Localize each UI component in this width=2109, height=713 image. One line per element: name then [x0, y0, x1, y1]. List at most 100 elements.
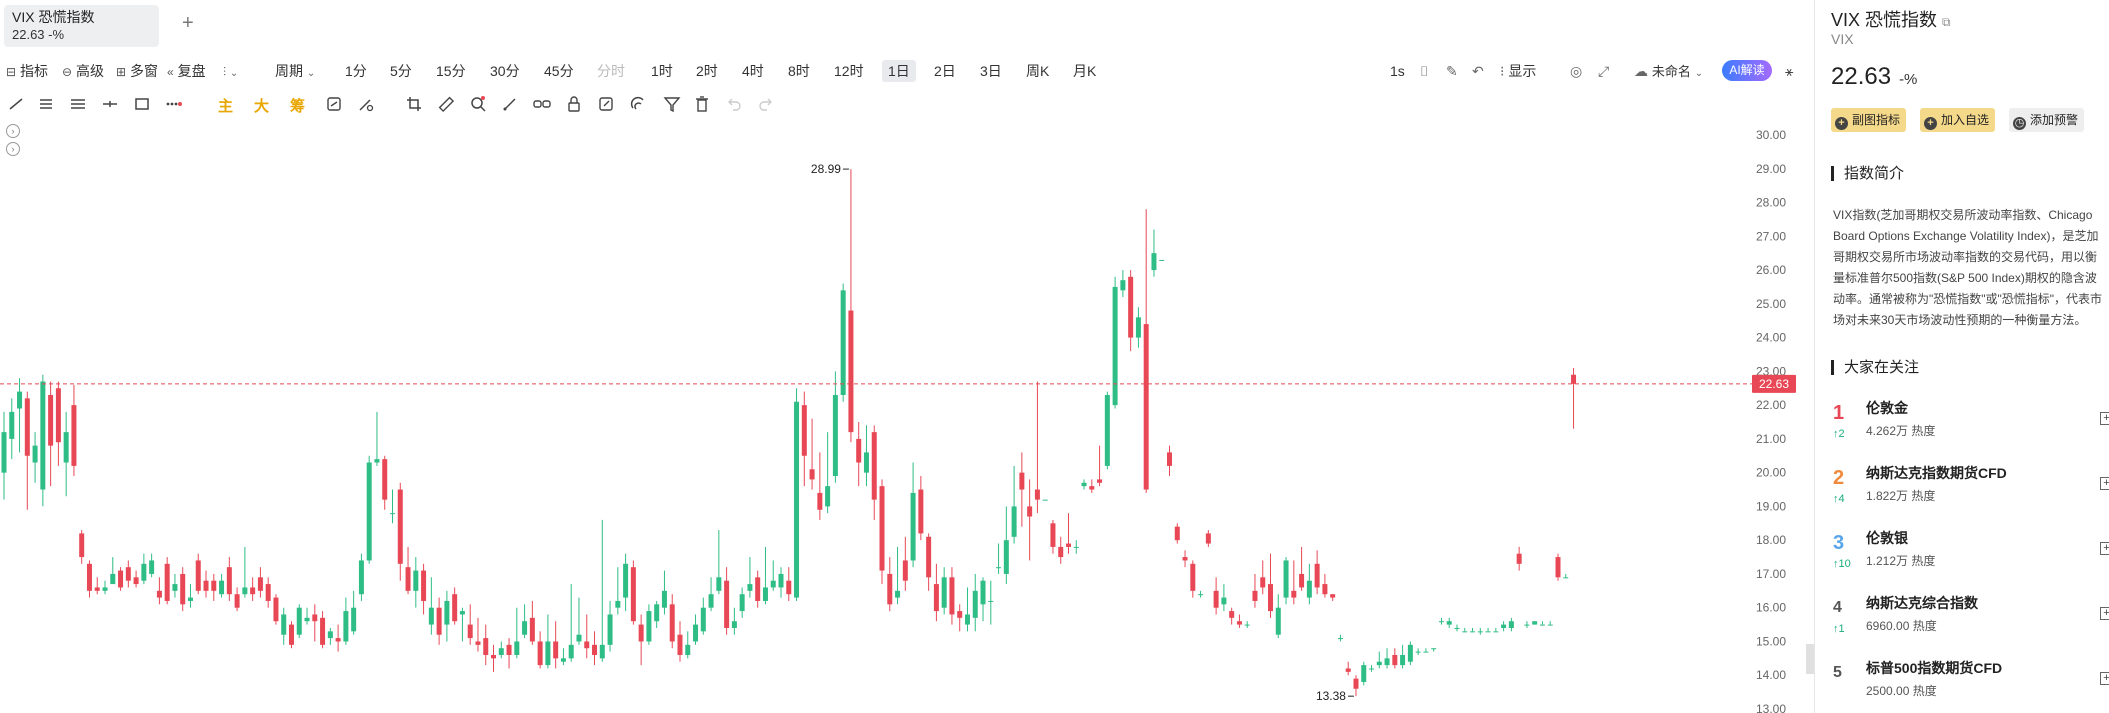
list-icon: ⁝	[1500, 63, 1505, 79]
settings-icon[interactable]: ◎	[1570, 63, 1583, 79]
advanced-button[interactable]: ⊖ 高级	[62, 62, 104, 81]
candle-body	[949, 577, 955, 615]
hot-item[interactable]: 4 ↑1 纳斯达克综合指数 6960.00 热度 +	[1833, 593, 2109, 653]
candle-body	[219, 580, 225, 595]
expand-left-icon[interactable]: ›	[6, 124, 20, 138]
refresh-interval[interactable]: 1s	[1390, 63, 1405, 79]
candle-body	[1159, 259, 1165, 261]
period-1d[interactable]: 1日	[882, 60, 916, 82]
fullscreen-icon[interactable]: ⤢	[1598, 63, 1610, 79]
ai-interpret-button[interactable]: AI解读	[1722, 60, 1772, 81]
eraser-icon[interactable]	[356, 94, 376, 114]
link-icon[interactable]	[532, 94, 552, 114]
period-1m[interactable]: 1分	[345, 63, 367, 79]
chart-svg[interactable]: 30.0029.0028.0027.0026.0025.0024.0023.00…	[0, 120, 1814, 713]
candle-body	[848, 310, 854, 433]
redo-icon[interactable]	[756, 94, 776, 114]
period-week[interactable]: 周K	[1026, 63, 1050, 79]
big-order-toggle[interactable]: 大	[254, 98, 270, 115]
candle-body	[1097, 479, 1103, 483]
brush-icon[interactable]	[500, 94, 520, 114]
period-3d[interactable]: 3日	[980, 63, 1002, 79]
edit-square-icon[interactable]	[596, 94, 616, 114]
candle-body	[48, 394, 54, 446]
copy-icon[interactable]: ⧉	[1942, 15, 1951, 29]
period-4h[interactable]: 4时	[742, 63, 764, 79]
y-tick-label: 22.00	[1756, 398, 1786, 412]
y-tick-label: 30.00	[1756, 128, 1786, 142]
add-icon[interactable]: +	[2100, 607, 2109, 620]
period-month[interactable]: 月K	[1073, 63, 1097, 79]
camera-icon[interactable]: ⌷	[1420, 63, 1429, 79]
period-timeline[interactable]: 分时	[597, 63, 625, 79]
add-icon[interactable]: +	[2100, 477, 2109, 490]
candle-body	[522, 621, 528, 635]
period-dropdown[interactable]: 周期 ⌄	[275, 62, 315, 83]
period-45m[interactable]: 45分	[544, 63, 574, 79]
period-1h[interactable]: 1时	[651, 63, 673, 79]
candlestick-chart[interactable]: 30.00 29.00 28.00 27.00 26.00 25.00 24.00 23.00…	[0, 120, 1814, 713]
main-indicator-toggle[interactable]: 主	[218, 98, 234, 115]
filter-icon[interactable]	[662, 94, 682, 114]
add-icon[interactable]: +	[2100, 542, 2109, 555]
panel-collapse-handle[interactable]	[1806, 644, 1814, 674]
crop-icon[interactable]	[404, 94, 424, 114]
indicator-button[interactable]: ⊟ 指标	[6, 62, 48, 81]
candle-body	[545, 641, 551, 666]
expand-left-icon-2[interactable]: ›	[6, 142, 20, 156]
rectangle-icon[interactable]	[132, 94, 152, 114]
magnet-search-icon[interactable]	[468, 94, 488, 114]
share-icon[interactable]: ⚹	[1785, 63, 1794, 79]
period-15m[interactable]: 15分	[436, 63, 466, 79]
period-2h[interactable]: 2时	[696, 63, 718, 79]
undo-icon[interactable]	[724, 94, 744, 114]
add-icon[interactable]: +	[2100, 672, 2109, 685]
dotted-line-icon[interactable]	[164, 94, 184, 114]
candle-body	[71, 405, 77, 466]
pencil-icon[interactable]: ✎	[1446, 63, 1458, 79]
period-5m[interactable]: 5分	[390, 63, 412, 79]
undo-draw-icon[interactable]: ↶	[1472, 63, 1484, 79]
replay-button[interactable]: « 复盘	[167, 62, 206, 81]
y-tick-label: 20.00	[1756, 466, 1786, 480]
parallel-lines-icon[interactable]	[36, 94, 56, 114]
hot-item[interactable]: 1 ↑2 伦敦金 4.262万 热度 +	[1833, 398, 2109, 458]
candle-body	[374, 459, 380, 463]
period-12h[interactable]: 12时	[834, 63, 864, 79]
hot-name: 纳斯达克综合指数	[1866, 595, 1978, 611]
add-alert-button[interactable]: ◷ 添加预警	[2009, 108, 2085, 132]
chart-type-button[interactable]: ⫶ ⌄	[223, 62, 238, 83]
trash-icon[interactable]	[692, 94, 712, 114]
layout-name: 未命名	[1651, 64, 1691, 79]
add-watchlist-button[interactable]: + 加入自选	[1920, 108, 1996, 132]
sync-icon[interactable]	[324, 94, 344, 114]
trend-line-icon[interactable]	[6, 94, 26, 114]
hot-item[interactable]: 3 ↑10 伦敦银 1.212万 热度 +	[1833, 528, 2109, 588]
layout-dropdown[interactable]: ☁ 未命名 ⌄	[1634, 62, 1703, 83]
hot-item[interactable]: 5 标普500指数期货CFD 2500.00 热度 +	[1833, 658, 2109, 713]
channel-icon[interactable]	[68, 94, 88, 114]
candle-body	[125, 567, 131, 581]
period-2d[interactable]: 2日	[934, 63, 956, 79]
magnet-icon[interactable]	[628, 94, 648, 114]
multi-window-button[interactable]: ⊞ 多窗	[116, 62, 158, 81]
y-tick-label: 21.00	[1756, 432, 1786, 446]
add-icon[interactable]: +	[2100, 412, 2109, 425]
horizontal-line-icon[interactable]	[100, 94, 120, 114]
chip-toggle[interactable]: 筹	[290, 98, 306, 115]
hot-item[interactable]: 2 ↑4 纳斯达克指数期货CFD 1.822万 热度 +	[1833, 463, 2109, 523]
candle-body	[693, 624, 699, 642]
symbol-title: VIX 恐慌指数 ⧉	[1831, 6, 1951, 32]
lock-icon[interactable]	[564, 94, 584, 114]
candle-body	[871, 432, 877, 500]
period-30m[interactable]: 30分	[490, 63, 520, 79]
add-tab-button[interactable]: +	[182, 12, 194, 34]
sub-indicator-button[interactable]: + 副图指标	[1831, 108, 1907, 132]
tab-vix[interactable]: VIX 恐慌指数 22.63 -%	[4, 5, 159, 47]
period-8h[interactable]: 8时	[788, 63, 810, 79]
ruler-icon[interactable]	[436, 94, 456, 114]
candle-body	[988, 600, 994, 602]
candle-body	[86, 563, 92, 591]
y-tick-label: 13.00	[1756, 702, 1786, 713]
display-button[interactable]: ⁝ 显示	[1500, 62, 1536, 80]
